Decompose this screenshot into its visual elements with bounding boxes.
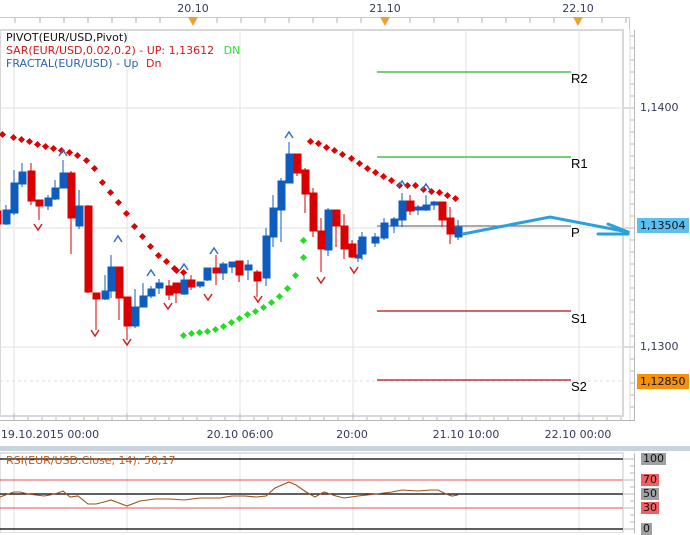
rsi-level-100: 100 [641, 452, 666, 465]
legend-sar: SAR(EUR/USD,0.02,0.2) - UP: 1,13612 DN [6, 44, 240, 57]
pivot-label-r2: R2 [571, 71, 588, 86]
legend-fractal: FRACTAL(EUR/USD) - Up Dn [6, 57, 240, 70]
x-axis-label-0: 19.10.2015 00:00 [0, 428, 100, 441]
pane-splitter[interactable] [0, 446, 690, 451]
current-price-badge: 1,13504 [637, 218, 689, 233]
pivot-label-s2: S2 [571, 379, 587, 394]
x-axis-label-3: 21.10 10:00 [432, 428, 500, 441]
legend-sar-label: SAR(EUR/USD,0.02,0.2) - UP: 1,13612 [6, 44, 215, 57]
top-axis-label-21-10: 21.10 [369, 2, 401, 15]
top-axis-label-20-10: 20.10 [177, 2, 209, 15]
fractal-up-icons [58, 130, 431, 277]
forecast-arrow-icon [461, 215, 630, 236]
rsi-level-70: 70 [641, 473, 659, 486]
rsi-level-50: 50 [641, 487, 659, 500]
top-date-axis: 20.10 21.10 22.10 [0, 0, 636, 28]
x-axis-label-1: 20.10 06:00 [206, 428, 274, 441]
rsi-line [0, 481, 459, 507]
fractal-down-icons [33, 223, 359, 347]
y-axis-label-1-1400: 1,1400 [640, 101, 679, 114]
rsi-title: RSI(EUR/USD.Close, 14): 50,17 [6, 454, 176, 467]
rsi-level-0: 0 [641, 522, 652, 535]
day-marker-icons [188, 17, 583, 26]
x-axis-label-4: 22.10 00:00 [544, 428, 612, 441]
y-axis-label-1-1300: 1,1300 [640, 340, 679, 353]
pivot-label-s1: S1 [571, 311, 587, 326]
legend-fractal-label: FRACTAL(EUR/USD) - Up [6, 57, 139, 70]
pivot-label-p: P [571, 225, 580, 240]
sar-down-dots [0, 130, 460, 277]
legend-fractal-dn: Dn [146, 57, 162, 70]
rsi-level-30: 30 [641, 501, 659, 514]
price-chart[interactable] [0, 0, 690, 450]
candles [0, 142, 463, 340]
rsi-chart[interactable] [0, 451, 690, 533]
indicator-legend: PIVOT(EUR/USD,Pivot) SAR(EUR/USD,0.02,0.… [6, 31, 240, 70]
legend-pivot: PIVOT(EUR/USD,Pivot) [6, 31, 128, 44]
s2-price-badge: 1,12850 [637, 374, 689, 389]
x-axis-label-2: 20:00 [336, 428, 368, 441]
pivot-lines [377, 71, 571, 381]
top-axis-label-22-10: 22.10 [562, 2, 594, 15]
legend-sar-dn: DN [223, 44, 241, 57]
sar-up-dots [179, 236, 308, 340]
pivot-label-r1: R1 [571, 156, 588, 171]
